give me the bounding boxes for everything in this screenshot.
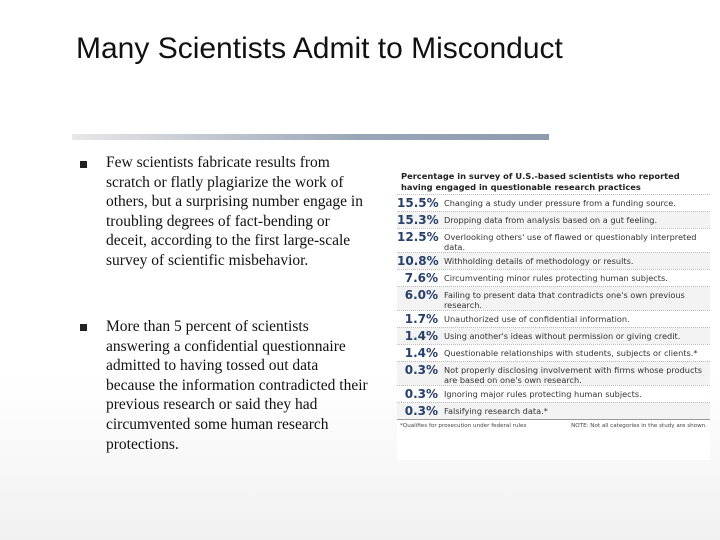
practice: Not properly disclosing involvement with… [444, 365, 702, 385]
practice: Dropping data from analysis based on a g… [444, 215, 658, 225]
percentage: 7.6% [404, 271, 438, 285]
practice: Using another's ideas without permission… [444, 331, 681, 341]
percentage: 12.5% [397, 230, 439, 244]
table-row: 15.3% Dropping data from analysis based o… [397, 211, 710, 228]
practice: Questionable relationships with students… [444, 348, 698, 358]
table-row: 0.3% Falsifying research data.* [397, 402, 710, 419]
practice: Ignoring major rules protecting human su… [444, 389, 642, 399]
table-row: 1.4% Questionable relationships with stud… [397, 344, 710, 361]
percentage: 1.4% [404, 346, 438, 360]
table-row: 0.3% Not properly disclosing involvement … [397, 361, 710, 385]
table-body: 15.5% Changing a study under pressure fro… [397, 194, 710, 419]
table-footer: *Qualifies for prosecution under federal… [397, 419, 710, 432]
percentage: 6.0% [404, 288, 438, 302]
percentage: 1.7% [404, 312, 438, 326]
percentage: 15.3% [397, 213, 439, 227]
bullet-text: Few scientists fabricate results from sc… [106, 154, 363, 269]
table-header: Percentage in survey of U.S.-based scien… [401, 171, 680, 192]
table-row: 7.6% Circumventing minor rules protecting… [397, 269, 710, 286]
footnote: *Qualifies for prosecution under federal… [400, 423, 527, 429]
table-row: 1.4% Using another's ideas without permis… [397, 327, 710, 344]
survey-table: Percentage in survey of U.S.-based scien… [397, 168, 710, 460]
practice: Failing to present data that contradicts… [444, 290, 685, 310]
percentage: 0.3% [404, 404, 438, 418]
table-row: 1.7% Unauthorized use of confidential inf… [397, 310, 710, 327]
practice: Falsifying research data.* [444, 406, 548, 416]
percentage: 10.8% [397, 254, 439, 268]
bullet-marker [80, 324, 87, 331]
bullet-marker [80, 161, 87, 168]
percentage: 0.3% [404, 363, 438, 377]
practice: Changing a study under pressure from a f… [444, 198, 676, 208]
table-row: 15.5% Changing a study under pressure fro… [397, 194, 710, 211]
slide-title: Many Scientists Admit to Misconduct [76, 32, 563, 65]
note: NOTE: Not all categories in the study ar… [571, 423, 707, 429]
title-rule [72, 134, 549, 140]
practice: Overlooking others' use of flawed or que… [444, 232, 697, 252]
practice: Withholding details of methodology or re… [444, 256, 634, 266]
percentage: 15.5% [397, 196, 439, 210]
percentage: 1.4% [404, 329, 438, 343]
table-row: 12.5% Overlooking others' use of flawed o… [397, 228, 710, 252]
table-row: 10.8% Withholding details of methodology … [397, 252, 710, 269]
practice: Unauthorized use of confidential informa… [444, 314, 630, 324]
percentage: 0.3% [404, 387, 438, 401]
table-row: 6.0% Failing to present data that contrad… [397, 286, 710, 310]
bullet-text: More than 5 percent of scientists answer… [106, 318, 368, 453]
practice: Circumventing minor rules protecting hum… [444, 273, 668, 283]
table-row: 0.3% Ignoring major rules protecting huma… [397, 385, 710, 402]
